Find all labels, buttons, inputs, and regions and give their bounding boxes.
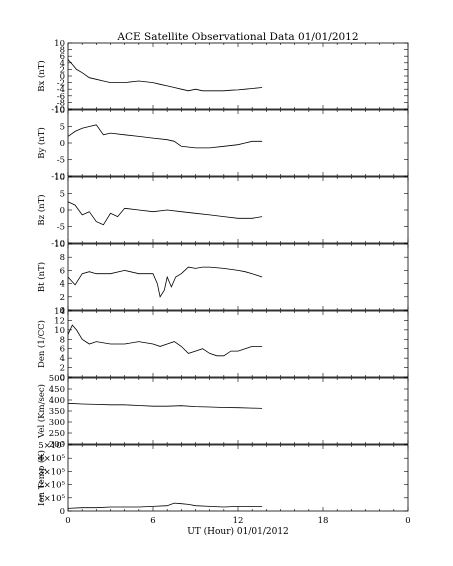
y-tick-label: -10	[51, 239, 65, 249]
y-tick-label: 8	[60, 253, 65, 263]
y-tick-label: 300	[49, 418, 65, 428]
y-tick-label: 10	[54, 326, 65, 336]
panel-1: -10 -5 0 5 10 By (nT)	[36, 106, 409, 182]
y-tick-label: 0	[60, 373, 65, 383]
y-tick-label: -8	[57, 98, 65, 108]
panel-frame	[67, 176, 409, 244]
y-tick-label: 500	[49, 374, 65, 384]
y-tick-label: 2	[60, 293, 65, 303]
y-tick-label: 4	[60, 280, 65, 290]
y-tick-label: 8	[60, 335, 65, 345]
y-tick-label: 200	[49, 440, 65, 450]
series-line-0	[67, 324, 263, 357]
y-tick-label: 5	[60, 123, 65, 133]
y-tick-label: 8	[60, 46, 65, 56]
y-tick-label: 400	[49, 396, 65, 406]
panel-frame	[67, 243, 409, 311]
panel-frame	[67, 444, 409, 512]
series-line-0	[67, 266, 263, 298]
series-line-0	[67, 124, 263, 149]
x-tick-label: 18	[318, 516, 329, 526]
y-tick-label: 4	[60, 59, 65, 69]
y-tick-label: 6	[60, 266, 65, 276]
x-tick-label: 0	[65, 516, 70, 526]
y-tick-label: 2×10⁵	[38, 481, 65, 491]
x-axis-label: UT (Hour) 01/01/2012	[187, 526, 289, 537]
y-tick-label: 3×10⁵	[38, 467, 65, 477]
series-line-0	[67, 201, 263, 226]
y-tick-label: -4	[57, 85, 65, 95]
figure-title: ACE Satellite Observational Data 01/01/2…	[116, 31, 358, 43]
y-tick-label: -5	[57, 156, 65, 166]
y-tick-label: 5	[60, 190, 65, 200]
series-line-0	[67, 59, 263, 92]
panel-frame	[67, 109, 409, 177]
y-tick-label: 1×10⁵	[38, 494, 65, 504]
y-tick-label: 0	[60, 206, 65, 216]
y-tick-label: 14	[54, 307, 65, 317]
y-tick-label: 6	[60, 52, 65, 62]
y-tick-label: 12	[54, 316, 65, 326]
y-tick-label: -5	[57, 223, 65, 233]
y-tick-label: 0	[60, 139, 65, 149]
y-tick-label: 2	[60, 65, 65, 75]
y-tick-label: 10	[54, 240, 65, 250]
y-tick-label: 10	[54, 173, 65, 183]
panel-frame	[67, 42, 409, 110]
x-tick-label: 12	[233, 516, 244, 526]
y-axis-label: By (nT)	[36, 127, 47, 159]
series-line-0	[67, 402, 263, 409]
y-tick-label: -2	[57, 79, 65, 89]
y-axis-label: Bt (nT)	[36, 262, 47, 292]
y-tick-label: 10	[54, 106, 65, 116]
y-tick-label: 350	[49, 407, 65, 417]
y-axis-label: Bz (nT)	[36, 194, 47, 225]
y-tick-label: 250	[49, 429, 65, 439]
y-tick-label: -10	[51, 105, 65, 115]
y-axis-label: Vel (Km/sec)	[36, 384, 47, 439]
y-tick-label: 6	[60, 345, 65, 355]
y-tick-label: 0	[60, 507, 65, 517]
y-tick-label: -10	[51, 172, 65, 182]
panel-2: -10 -5 0 5 10 Bz (nT)	[36, 173, 409, 249]
y-tick-label: 0	[60, 72, 65, 82]
y-tick-label: -6	[57, 92, 65, 102]
y-tick-label: 450	[49, 385, 65, 395]
y-tick-label: 5×10⁵	[38, 441, 65, 451]
panel-frame	[67, 377, 409, 445]
y-tick-label: 10	[54, 39, 65, 49]
y-axis-label: Bx (nT)	[36, 60, 47, 92]
y-tick-label: 2	[60, 364, 65, 374]
x-tick-label: 6	[150, 516, 155, 526]
y-axis-label: Ion Temp (K)	[36, 450, 47, 506]
x-tick-label: 0	[405, 516, 410, 526]
panel-3: 0 2 4 6 8 10 Bt (nT)	[36, 240, 409, 316]
y-tick-label: 4×10⁵	[38, 454, 65, 464]
y-axis-label: Den (1/CC)	[36, 320, 47, 368]
y-tick-label: 4	[60, 354, 65, 364]
series-line-0	[67, 502, 263, 509]
y-tick-label: 0	[60, 306, 65, 316]
